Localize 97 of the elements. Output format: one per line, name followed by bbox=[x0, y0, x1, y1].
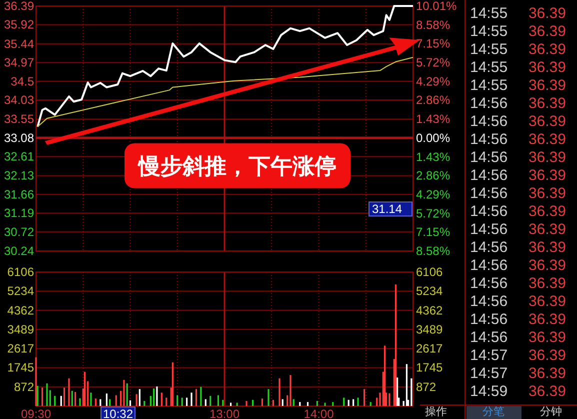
y-tick-label: 35.44 bbox=[4, 36, 34, 51]
text: 分笔 bbox=[482, 406, 504, 418]
y-tick-label: 32.13 bbox=[4, 168, 34, 183]
y-tick-label: 3489 bbox=[7, 322, 34, 336]
category-label: 14:55 bbox=[470, 41, 508, 58]
y-tick-label: 6106 bbox=[7, 265, 34, 279]
line-series bbox=[37, 56, 414, 128]
y2-tick-label: 4.29% bbox=[416, 74, 450, 88]
y2-tick-label: 10.01% bbox=[416, 0, 458, 13]
data-label: 36.39 bbox=[528, 41, 566, 58]
y2-tick-label: 8.58% bbox=[416, 18, 450, 32]
data-label: 36.39 bbox=[528, 239, 566, 256]
y-tick-label: 31.66 bbox=[4, 187, 34, 202]
y2-tick-label: 5.72% bbox=[416, 206, 450, 220]
category-label: 14:57 bbox=[470, 347, 508, 364]
data-label: 36.39 bbox=[528, 77, 566, 94]
y2-tick-label: 8.58% bbox=[416, 244, 450, 258]
y-tick-label: 33.55 bbox=[4, 112, 34, 126]
data-label: 36.39 bbox=[528, 203, 566, 220]
y2-tick-label: 2.86% bbox=[416, 93, 450, 108]
y-tick-label: 33.08 bbox=[4, 130, 34, 145]
category-label: 14:55 bbox=[470, 5, 508, 22]
x-tick-label: 13:00 bbox=[209, 407, 240, 419]
data-label: 36.39 bbox=[528, 185, 566, 202]
y-tick-label: 1745 bbox=[7, 360, 34, 375]
category-label: 14:56 bbox=[470, 131, 508, 148]
y2-tick-label: 4362 bbox=[416, 303, 444, 318]
category-label: 14:56 bbox=[470, 185, 508, 202]
data-label: 36.39 bbox=[528, 383, 566, 400]
data-label: 36.39 bbox=[528, 59, 566, 76]
data-label: 36.39 bbox=[528, 329, 566, 346]
y-tick-label: 4362 bbox=[7, 303, 34, 318]
y-tick-label: 30.24 bbox=[4, 244, 34, 258]
category-label: 14:56 bbox=[470, 149, 508, 166]
data-label: 36.39 bbox=[528, 311, 566, 328]
y-tick-label: 32.61 bbox=[4, 150, 34, 164]
data-label: 36.39 bbox=[528, 365, 566, 382]
data-label: 36.39 bbox=[528, 5, 566, 22]
y-tick-label: 36.39 bbox=[4, 0, 34, 13]
y2-tick-label: 7.15% bbox=[416, 36, 450, 51]
y2-tick-label: 5234 bbox=[416, 284, 444, 298]
category-label: 14:59 bbox=[470, 383, 508, 400]
y2-tick-label: 3489 bbox=[416, 322, 444, 336]
category-label: 14:56 bbox=[470, 221, 508, 238]
category-label: 14:55 bbox=[470, 77, 508, 94]
data-label: 36.39 bbox=[528, 113, 566, 130]
data-label: 36.39 bbox=[528, 257, 566, 274]
category-label: 14:56 bbox=[470, 257, 508, 274]
y-tick-label: 34.5 bbox=[10, 74, 34, 88]
y2-tick-label: 5.72% bbox=[416, 56, 450, 70]
data-label: 36.39 bbox=[528, 167, 566, 184]
y2-tick-label: 2.86% bbox=[416, 168, 450, 183]
y-tick-label: 2617 bbox=[7, 342, 34, 356]
text: 分钟 bbox=[540, 406, 562, 418]
data-label: 36.39 bbox=[528, 221, 566, 238]
y-tick-label: 30.72 bbox=[4, 224, 34, 239]
y-tick-label: 872 bbox=[14, 380, 34, 394]
data-label: 36.39 bbox=[528, 293, 566, 310]
category-label: 14:56 bbox=[470, 311, 508, 328]
data-label: 36.39 bbox=[528, 275, 566, 292]
y-tick-label: 5234 bbox=[7, 284, 34, 298]
y-tick-label: 35.92 bbox=[4, 18, 34, 32]
category-label: 14:56 bbox=[470, 275, 508, 292]
category-label: 14:55 bbox=[470, 23, 508, 40]
y2-tick-label: 872 bbox=[416, 380, 436, 394]
category-label: 14:56 bbox=[470, 239, 508, 256]
y2-tick-label: 0.00% bbox=[416, 130, 450, 145]
y2-tick-label: 6106 bbox=[416, 265, 444, 279]
category-label: 14:55 bbox=[470, 59, 508, 76]
y-tick-label: 34.97 bbox=[4, 56, 34, 70]
text: 操作 bbox=[425, 406, 447, 418]
annotation: 慢步斜推，下午涨停 bbox=[136, 153, 336, 180]
category-label: 14:57 bbox=[470, 365, 508, 382]
data-label: 36.39 bbox=[528, 23, 566, 40]
category-label: 14:56 bbox=[470, 293, 508, 310]
data-label: 36.39 bbox=[528, 347, 566, 364]
data-label: 36.39 bbox=[528, 95, 566, 112]
annotation: 31.14 bbox=[372, 202, 402, 216]
data-label: 36.39 bbox=[528, 149, 566, 166]
x-tick-label: 09:30 bbox=[20, 407, 52, 419]
category-label: 14:56 bbox=[470, 95, 508, 112]
line-series bbox=[36, 5, 414, 128]
category-label: 14:56 bbox=[470, 113, 508, 130]
y2-tick-label: 1.43% bbox=[416, 112, 450, 126]
category-label: 14:56 bbox=[470, 203, 508, 220]
data-label: 36.39 bbox=[528, 131, 566, 148]
category-label: 14:56 bbox=[470, 329, 508, 346]
y2-tick-label: 1745 bbox=[416, 360, 444, 375]
text: 10:32 bbox=[102, 407, 134, 419]
category-label: 14:56 bbox=[470, 167, 508, 184]
y2-tick-label: 7.15% bbox=[416, 225, 450, 240]
y-tick-label: 34.03 bbox=[4, 93, 34, 108]
x-tick-label: 14:00 bbox=[304, 407, 334, 419]
y2-tick-label: 1.43% bbox=[416, 150, 450, 164]
y2-tick-label: 4.29% bbox=[416, 187, 450, 202]
y2-tick-label: 2617 bbox=[416, 342, 444, 356]
y-tick-label: 31.19 bbox=[4, 206, 34, 220]
